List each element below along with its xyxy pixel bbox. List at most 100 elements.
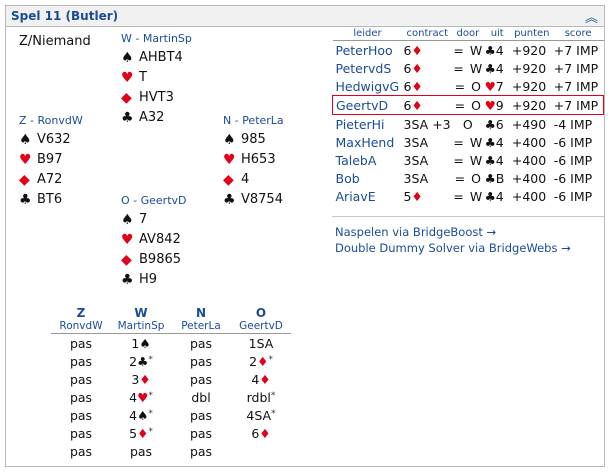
board-panel: Spel 11 (Butler) ︽ Z/Niemand W - MartinS… bbox=[5, 5, 605, 467]
bid-text: pas bbox=[189, 353, 213, 369]
club-icon: ♣ bbox=[121, 272, 134, 288]
result-door: = W bbox=[452, 59, 483, 77]
declarer-seat: O bbox=[471, 97, 481, 113]
result-player[interactable]: TalebA bbox=[335, 152, 377, 168]
contract-result: = bbox=[453, 60, 464, 76]
club-icon: ♣ bbox=[484, 116, 496, 132]
spade-icon: ♠ bbox=[139, 335, 151, 351]
bidding-player-name: GeertvD bbox=[231, 320, 291, 334]
south-diamonds: A72 bbox=[37, 172, 63, 187]
contract-level: 3SA bbox=[403, 116, 429, 132]
contract-result: +3 bbox=[432, 116, 451, 132]
result-row[interactable]: AriavE 5♦ = W ♣4 +400 -6 IMP bbox=[333, 187, 604, 205]
result-player[interactable]: Bob bbox=[335, 170, 360, 186]
bidding-row: pas 2♣* pas 2♦* bbox=[51, 352, 291, 370]
result-lead: ♣4 bbox=[484, 59, 511, 77]
heart-icon: ♥ bbox=[121, 70, 134, 86]
result-row[interactable]: TalebA 3SA = W ♣4 +400 -6 IMP bbox=[333, 151, 604, 169]
result-points: +400 bbox=[511, 134, 547, 150]
contract-level: 6 bbox=[403, 97, 412, 113]
bid-cell: pas bbox=[171, 424, 231, 442]
bid-text: rdbl bbox=[246, 389, 271, 405]
result-row[interactable]: PetervdS 6♦ = W ♣4 +920 +7 IMP bbox=[333, 59, 604, 77]
deal-diagram: Z/Niemand W - MartinSp ♠ AHBT4 ♥ T ◆ HVT3 ♣… bbox=[6, 26, 326, 296]
heart-icon: ♥ bbox=[223, 152, 236, 168]
external-links: Naspelen via BridgeBoost → Double Dummy … bbox=[335, 224, 571, 256]
bid-cell: pas bbox=[51, 424, 111, 442]
hand-west: W - MartinSp ♠ AHBT4 ♥ T ◆ HVT3 ♣ A32 bbox=[121, 32, 231, 128]
bid-cell: pas bbox=[171, 334, 231, 353]
alert-marker[interactable]: * bbox=[270, 390, 276, 401]
lead-card: 4 bbox=[495, 134, 504, 150]
spade-icon: ♠ bbox=[223, 132, 236, 148]
alert-marker[interactable]: * bbox=[148, 390, 153, 401]
col-header-score: score bbox=[552, 28, 604, 41]
result-player[interactable]: HedwigvG bbox=[335, 78, 400, 94]
result-player[interactable]: PeterHoo bbox=[335, 42, 393, 58]
result-score: -6 IMP bbox=[553, 152, 593, 168]
result-lead: ♣4 bbox=[484, 133, 511, 151]
north-spades: 985 bbox=[241, 132, 266, 147]
bidding-row: pas 1♠ pas 1SA bbox=[51, 334, 291, 353]
result-row[interactable]: HedwigvG 6♦ = O ♥7 +920 +7 IMP bbox=[333, 77, 604, 96]
declarer-seat: O bbox=[471, 170, 481, 186]
declarer-seat: W bbox=[469, 42, 483, 58]
result-score: +7 IMP bbox=[553, 42, 599, 58]
alert-marker[interactable]: * bbox=[148, 408, 153, 419]
diamond-icon: ♦ bbox=[411, 97, 423, 113]
result-door: = W bbox=[452, 151, 483, 169]
south-hearts: B97 bbox=[37, 152, 63, 167]
result-player[interactable]: AriavE bbox=[335, 188, 376, 204]
result-row[interactable]: MaxHend 3SA = W ♣4 +400 -6 IMP bbox=[333, 133, 604, 151]
bid-text: dbl bbox=[191, 389, 211, 405]
club-icon: ♣ bbox=[484, 188, 496, 204]
results-table: leider contract door uit punten score Pe… bbox=[331, 28, 604, 205]
hand-east-name: O - GeertvD bbox=[121, 194, 187, 207]
club-icon: ♣ bbox=[484, 152, 496, 168]
col-header-uit: uit bbox=[483, 28, 511, 41]
result-row[interactable]: Bob 3SA = O ♣B +400 -6 IMP bbox=[333, 169, 604, 187]
heart-icon: ♥ bbox=[19, 152, 32, 168]
bid-text: 2 bbox=[129, 353, 138, 369]
result-player[interactable]: MaxHend bbox=[335, 134, 395, 150]
bridgeboost-link[interactable]: Naspelen via BridgeBoost → bbox=[335, 225, 497, 239]
bid-text: 6 bbox=[251, 425, 260, 441]
result-row[interactable]: PeterHoo 6♦ = W ♣4 +920 +7 IMP bbox=[333, 41, 604, 60]
collapse-chevron-icon[interactable]: ︽ bbox=[584, 11, 598, 26]
result-contract: 6♦ bbox=[402, 95, 453, 115]
contract-level: 6 bbox=[403, 78, 412, 94]
bidding-row: pas 3♦ pas 4♦ bbox=[51, 370, 291, 388]
result-row[interactable]: PieterHi 3SA +3 O ♣6 +490 -4 IMP bbox=[333, 115, 604, 134]
alert-marker[interactable]: * bbox=[148, 354, 153, 365]
col-header-door: door bbox=[452, 28, 484, 41]
result-points: +920 bbox=[510, 95, 553, 115]
declarer-seat: O bbox=[471, 78, 481, 94]
alert-marker[interactable]: * bbox=[148, 426, 153, 437]
col-header-contract: contract bbox=[402, 28, 453, 41]
bid-text: pas bbox=[69, 371, 93, 387]
bidding-player-name: RonvdW bbox=[51, 320, 111, 334]
result-player[interactable]: PieterHi bbox=[335, 116, 385, 132]
lead-card: B bbox=[495, 170, 505, 186]
divider bbox=[332, 216, 604, 217]
seat-label: Z bbox=[76, 306, 86, 320]
result-player[interactable]: GeertvD bbox=[331, 95, 403, 115]
double-dummy-link[interactable]: Double Dummy Solver via BridgeWebs → bbox=[335, 241, 571, 255]
alert-marker[interactable]: * bbox=[268, 354, 273, 365]
bid-cell: pas bbox=[171, 406, 231, 424]
result-contract: 6♦ bbox=[403, 59, 453, 77]
result-row[interactable]: GeertvD 6♦ = O ♥9 +920 +7 IMP bbox=[331, 95, 604, 115]
heart-icon: ♥ bbox=[121, 232, 134, 248]
west-spades: AHBT4 bbox=[139, 50, 183, 65]
panel-header: Spel 11 (Butler) ︽ bbox=[6, 6, 604, 27]
result-contract: 3SA +3 bbox=[403, 115, 453, 134]
diamond-icon: ♦ bbox=[139, 371, 151, 387]
alert-marker[interactable]: * bbox=[271, 408, 276, 419]
bidding-row: pas pas pas bbox=[51, 442, 291, 460]
diamond-icon: ♦ bbox=[411, 42, 423, 58]
bid-cell: 5♦* bbox=[111, 424, 171, 442]
diamond-icon: ♦ bbox=[259, 425, 271, 441]
hand-west-name: W - MartinSp bbox=[121, 32, 192, 45]
diamond-icon: ♦ bbox=[411, 78, 423, 94]
result-player[interactable]: PetervdS bbox=[335, 60, 392, 76]
